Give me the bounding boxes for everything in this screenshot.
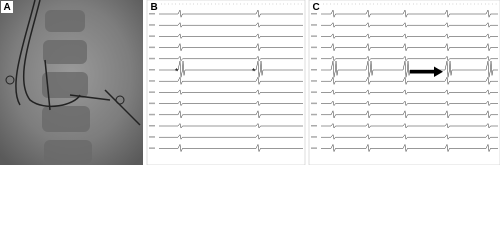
panel-b: B * * <box>146 0 306 165</box>
ecg-trace <box>321 122 498 129</box>
channel-label <box>311 24 317 26</box>
channel-label <box>149 125 155 127</box>
ecg-background <box>308 0 500 165</box>
ecg-trace <box>159 122 303 129</box>
ecg-trace <box>159 76 303 86</box>
ecg-trace <box>321 33 498 39</box>
ecg-trace <box>159 22 303 28</box>
channel-label <box>149 35 155 37</box>
channel-label <box>149 24 155 26</box>
ecg-trace <box>159 134 303 140</box>
ecg-trace <box>159 143 303 153</box>
label-box <box>148 1 160 13</box>
ecg-trace <box>321 22 498 28</box>
ecg-trace <box>321 89 498 95</box>
ecg-trace <box>321 100 498 107</box>
channel-label <box>311 46 317 49</box>
channel-label <box>311 102 317 105</box>
label-box <box>1 1 13 13</box>
ecg-trace <box>321 109 498 119</box>
arrow <box>410 66 443 77</box>
channel-label <box>311 80 317 82</box>
ecg-trace <box>321 76 498 86</box>
channel-label <box>149 13 155 15</box>
ecg-trace <box>321 143 498 153</box>
page: {"panels": [{"label": "A"}, {"label": "B… <box>0 0 500 165</box>
channel-label <box>149 91 155 93</box>
channel-label <box>311 69 317 71</box>
electrode <box>5 75 15 85</box>
panel-label: C <box>313 2 320 13</box>
ecg-trace <box>321 42 498 52</box>
channel-label <box>311 91 317 93</box>
ecg-trace <box>159 55 303 62</box>
ecg-trace <box>321 60 498 78</box>
ecg-background <box>146 0 306 165</box>
channel-label <box>149 102 155 105</box>
ecg-trace <box>159 9 303 19</box>
channel-label <box>311 136 317 138</box>
panel-label: B <box>151 2 158 13</box>
ecg-trace <box>159 60 303 78</box>
channel-label <box>149 69 155 71</box>
ecg-trace <box>321 55 498 62</box>
ecg-trace <box>321 134 498 140</box>
channel-label <box>149 147 155 149</box>
ecg-trace <box>159 100 303 107</box>
panel-label: A <box>4 2 11 13</box>
ecg-trace <box>159 89 303 95</box>
catheters <box>15 0 141 126</box>
ecg-trace <box>159 109 303 119</box>
ecg-trace <box>321 9 498 19</box>
asterisk: * <box>252 66 256 76</box>
channel-label <box>149 80 155 82</box>
channel-label <box>149 136 155 138</box>
electrode <box>115 95 125 105</box>
channel-label <box>149 113 155 116</box>
channel-label <box>311 13 317 15</box>
figure: A B * * C <box>0 0 500 165</box>
channel-label <box>149 57 155 60</box>
asterisk: * <box>175 66 179 76</box>
channel-label <box>149 46 155 49</box>
vertebrae <box>42 10 92 164</box>
channel-label <box>311 57 317 60</box>
panel-a: A <box>0 0 143 165</box>
channel-label <box>311 125 317 127</box>
ecg-trace <box>159 33 303 39</box>
channel-label <box>311 147 317 149</box>
channel-label <box>311 113 317 116</box>
channel-label <box>311 35 317 37</box>
label-box <box>310 1 322 13</box>
ecg-trace <box>159 42 303 52</box>
panel-c: C <box>308 0 500 165</box>
